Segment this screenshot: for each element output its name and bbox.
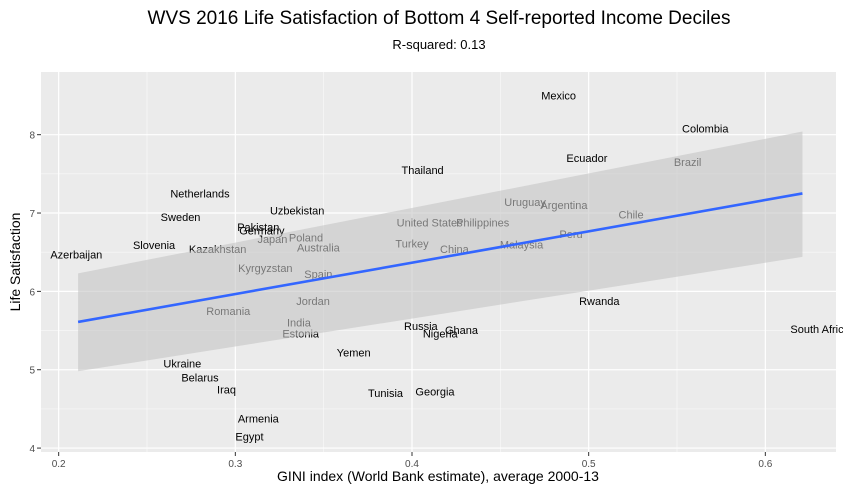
country-label: Slovenia (133, 240, 176, 252)
country-label: Armenia (238, 413, 280, 425)
country-label: Sweden (161, 212, 201, 224)
y-tick-label: 7 (29, 209, 35, 220)
x-tick-label: 0.5 (582, 459, 596, 470)
y-tick-label: 6 (29, 287, 35, 298)
y-tick-label: 5 (29, 366, 35, 377)
x-tick-label: 0.6 (758, 459, 772, 470)
country-label: Thailand (401, 165, 443, 177)
y-axis: 4 5 6 7 8 (29, 131, 41, 455)
y-axis-title: Life Satisfaction (7, 213, 23, 312)
confidence-band-group (77, 131, 803, 372)
country-label: Rwanda (579, 296, 620, 308)
country-label: Yemen (337, 347, 371, 359)
country-label: Tunisia (368, 388, 404, 400)
country-label: South Africa (790, 324, 843, 336)
chart-title: WVS 2016 Life Satisfaction of Bottom 4 S… (148, 8, 731, 29)
country-label: Netherlands (170, 188, 230, 200)
country-label: Ghana (445, 325, 479, 337)
confidence-band (78, 131, 803, 372)
country-label: Ecuador (566, 153, 607, 165)
country-label: Ukraine (163, 358, 201, 370)
chart-subtitle: R-squared: 0.13 (392, 37, 485, 52)
x-axis-title: GINI index (World Bank estimate), averag… (277, 468, 599, 484)
x-tick-label: 0.4 (405, 459, 419, 470)
country-label: Iraq (217, 384, 236, 396)
country-label: Uzbekistan (270, 206, 324, 218)
country-label: Georgia (415, 387, 455, 399)
country-label: Germany (239, 225, 285, 237)
trend-line (77, 192, 803, 324)
y-tick-label: 8 (29, 131, 35, 142)
x-tick-label: 0.2 (52, 459, 66, 470)
x-axis: 0.2 0.3 0.4 0.5 0.6 (52, 452, 773, 470)
country-label: Belarus (181, 373, 219, 385)
country-label: Colombia (682, 123, 729, 135)
country-label: Mexico (541, 91, 576, 103)
country-label: Pakistan (237, 222, 279, 234)
y-tick-label: 4 (29, 444, 35, 455)
country-label: Russia (404, 321, 439, 333)
country-label: Azerbaijan (50, 250, 102, 262)
country-label: Egypt (235, 431, 263, 443)
x-tick-label: 0.3 (228, 459, 242, 470)
country-label: Nigeria (423, 329, 459, 341)
